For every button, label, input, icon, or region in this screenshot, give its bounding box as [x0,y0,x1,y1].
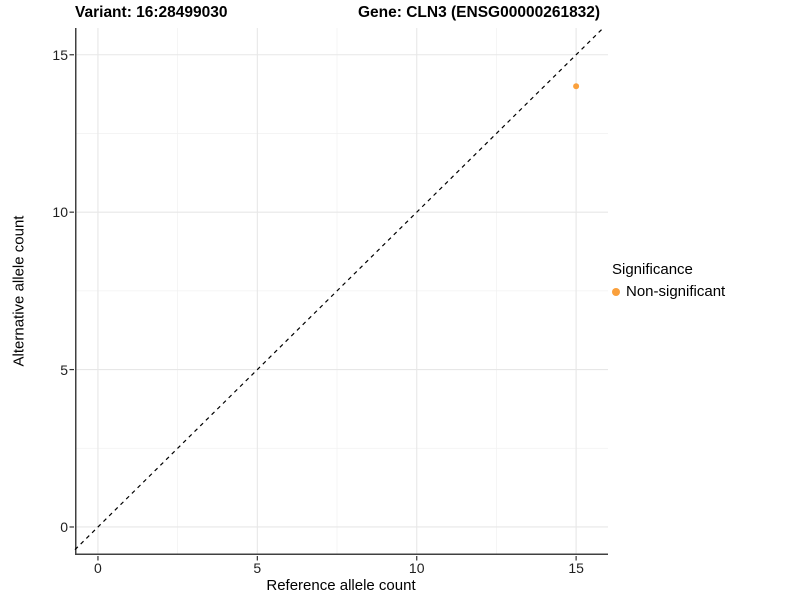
y-tick-label: 5 [60,361,68,378]
identity-reference-line [74,27,604,551]
y-axis-title: Alternative allele count [10,215,28,367]
legend-item-non-significant: Non-significant [612,283,725,300]
x-tick-label: 10 [408,560,425,576]
data-point [573,83,580,90]
x-tick-label: 5 [253,560,262,576]
y-tick-label: 10 [52,204,68,221]
legend-item-label: Non-significant [626,283,726,300]
y-tick-label: 15 [52,46,68,63]
legend: Significance Non-significant [612,261,725,300]
x-tick-label: 0 [94,560,102,576]
x-tick-label: 15 [568,560,584,576]
plot-panel [69,27,608,561]
y-tick-label: 0 [60,518,68,535]
legend-point-icon [612,287,620,296]
x-axis-title: Reference allele count [266,577,416,594]
legend-title: Significance [612,261,693,278]
gene-title: Gene: CLN3 (ENSG00000261832) [358,4,601,21]
scatter-plot-canvas [69,27,608,561]
variant-title: Variant: 16:28499030 [75,4,228,21]
